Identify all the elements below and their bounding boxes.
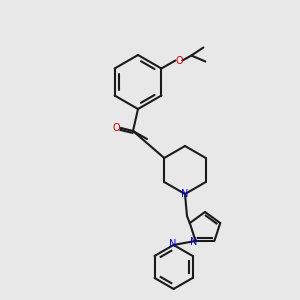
- Text: N: N: [181, 189, 189, 199]
- Text: O: O: [176, 56, 183, 65]
- Text: O: O: [112, 123, 120, 133]
- Text: N: N: [169, 239, 176, 249]
- Text: N: N: [190, 237, 197, 247]
